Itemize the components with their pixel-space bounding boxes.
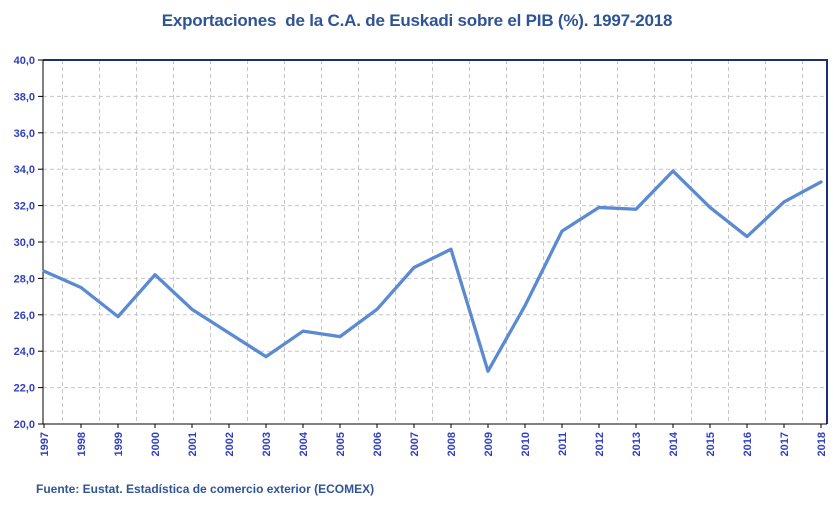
x-tick-label: 2016 xyxy=(742,432,754,456)
x-tick-label: 2009 xyxy=(483,432,495,456)
x-tick-label: 1999 xyxy=(113,432,125,456)
y-tick-label: 26,0 xyxy=(14,310,35,322)
x-tick-label: 2015 xyxy=(705,432,717,456)
x-tick-label: 2004 xyxy=(298,431,310,456)
x-tick-label: 2014 xyxy=(668,431,680,456)
y-tick-label: 32,0 xyxy=(14,201,35,213)
x-tick-label: 2000 xyxy=(150,432,162,456)
x-tick-label: 2001 xyxy=(187,432,199,456)
y-tick-label: 20,0 xyxy=(14,419,35,431)
series-line xyxy=(42,169,823,373)
x-tick-label: 2010 xyxy=(520,432,532,456)
y-tick-label: 24,0 xyxy=(14,346,35,358)
x-tick-label: 1997 xyxy=(39,432,51,456)
x-tick-label: 2017 xyxy=(779,432,791,456)
y-tick-label: 38,0 xyxy=(14,91,35,103)
y-tick-label: 30,0 xyxy=(14,237,35,249)
y-tick-label: 34,0 xyxy=(14,164,35,176)
y-tick-label: 40,0 xyxy=(14,55,35,67)
x-tick-label: 2005 xyxy=(335,432,347,456)
x-tick-label: 2013 xyxy=(631,432,643,456)
x-tick-label: 2008 xyxy=(446,432,458,456)
source-note: Fuente: Eustat. Estadística de comercio … xyxy=(36,482,375,496)
x-tick-label: 2018 xyxy=(816,432,828,456)
y-tick-label: 28,0 xyxy=(14,273,35,285)
x-tick-label: 2002 xyxy=(224,432,236,456)
x-tick-label: 2006 xyxy=(372,432,384,456)
y-tick-label: 22,0 xyxy=(14,383,35,395)
x-tick-label: 2012 xyxy=(594,432,606,456)
x-tick-label: 2003 xyxy=(261,432,273,456)
y-tick-label: 36,0 xyxy=(14,128,35,140)
x-tick-label: 2007 xyxy=(409,432,421,456)
x-tick-label: 2011 xyxy=(557,432,569,456)
chart-title: Exportaciones de la C.A. de Euskadi sobr… xyxy=(161,11,673,30)
x-tick-label: 1998 xyxy=(76,432,88,456)
